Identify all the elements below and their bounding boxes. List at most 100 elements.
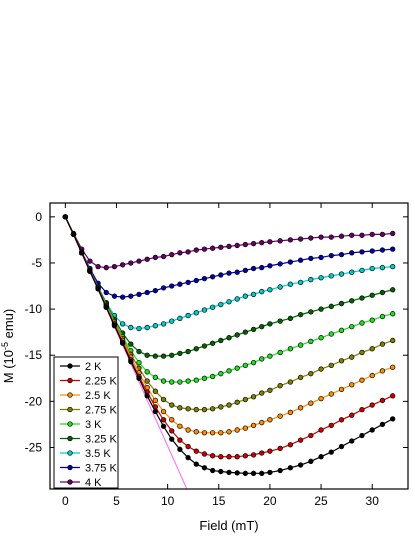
data-point <box>267 448 273 454</box>
data-point <box>128 359 134 365</box>
data-point <box>369 402 375 408</box>
data-point <box>297 311 304 318</box>
plot-frame <box>49 202 409 490</box>
data-point <box>369 292 375 298</box>
data-point <box>390 246 396 252</box>
data-point <box>267 263 273 269</box>
data-point <box>152 408 159 415</box>
data-point <box>209 340 216 346</box>
data-point <box>226 454 232 460</box>
data-point <box>318 427 324 433</box>
data-point <box>259 470 265 476</box>
data-point <box>201 407 208 413</box>
data-point <box>218 272 224 278</box>
legend-marker <box>67 406 73 413</box>
data-point <box>226 270 232 276</box>
data-point <box>209 245 216 251</box>
data-point <box>95 286 101 292</box>
data-point <box>201 246 208 252</box>
x-tick-label: 5 <box>113 494 120 508</box>
data-point <box>349 412 355 418</box>
data-point <box>338 358 345 364</box>
data-point <box>87 258 93 264</box>
legend-label: 3 K <box>85 419 102 431</box>
data-point <box>277 383 283 389</box>
data-point <box>136 348 142 355</box>
data-point <box>201 307 208 313</box>
data-point <box>218 371 224 377</box>
data-point <box>209 467 216 474</box>
y-tick-label: -25 <box>25 440 43 454</box>
data-point <box>136 258 142 264</box>
data-point <box>193 277 199 284</box>
data-point <box>379 231 386 238</box>
data-point <box>277 467 283 474</box>
data-point <box>111 323 118 329</box>
data-point <box>390 311 396 317</box>
legend-marker <box>67 421 73 427</box>
data-point <box>185 312 191 319</box>
data-point <box>250 470 257 476</box>
data-point <box>144 324 150 331</box>
data-point <box>169 352 175 358</box>
data-point <box>267 417 273 423</box>
data-point <box>87 268 93 274</box>
data-point <box>359 267 365 274</box>
data-point <box>177 446 183 452</box>
data-point <box>152 288 159 294</box>
legend-marker <box>67 450 73 456</box>
data-point <box>111 293 118 299</box>
data-point <box>267 387 273 393</box>
data-point <box>177 350 183 357</box>
data-point <box>144 289 150 296</box>
legend-label: 2.25 K <box>85 376 117 388</box>
data-point <box>169 252 175 258</box>
data-point <box>318 335 324 341</box>
data-point <box>136 325 142 332</box>
data-point <box>234 332 240 338</box>
data-point <box>259 240 265 246</box>
data-point <box>234 242 240 249</box>
data-point <box>379 368 386 374</box>
data-point <box>103 264 109 271</box>
data-point <box>369 317 375 323</box>
legend-label: 2 K <box>85 361 102 373</box>
data-point <box>234 269 240 275</box>
data-point <box>328 234 334 240</box>
legend-marker <box>67 363 73 369</box>
data-point <box>328 273 334 279</box>
data-point <box>193 407 199 413</box>
data-point <box>297 342 304 348</box>
data-point <box>359 432 365 439</box>
data-point <box>379 397 386 404</box>
data-point <box>267 287 273 293</box>
data-point <box>201 276 208 282</box>
data-point <box>160 396 167 403</box>
data-point <box>277 238 283 244</box>
data-point <box>234 365 240 371</box>
data-point <box>328 449 334 455</box>
x-tick-label: 10 <box>161 494 175 508</box>
data-point <box>297 279 304 285</box>
data-point <box>328 391 334 397</box>
data-point <box>338 271 345 277</box>
data-point <box>250 240 257 247</box>
data-point <box>160 408 167 415</box>
data-point <box>267 469 273 476</box>
data-point <box>277 413 283 419</box>
data-point <box>185 454 191 461</box>
data-point <box>338 417 345 423</box>
data-point <box>209 274 216 280</box>
data-point <box>259 390 265 396</box>
data-point <box>369 265 375 272</box>
data-point <box>160 285 167 291</box>
legend-label: 3.75 K <box>85 463 117 475</box>
data-point <box>242 470 249 476</box>
data-point <box>287 409 294 416</box>
data-point <box>250 452 257 458</box>
data-point <box>62 214 68 220</box>
data-point <box>328 331 334 337</box>
data-point <box>267 353 273 359</box>
data-point <box>177 250 183 256</box>
